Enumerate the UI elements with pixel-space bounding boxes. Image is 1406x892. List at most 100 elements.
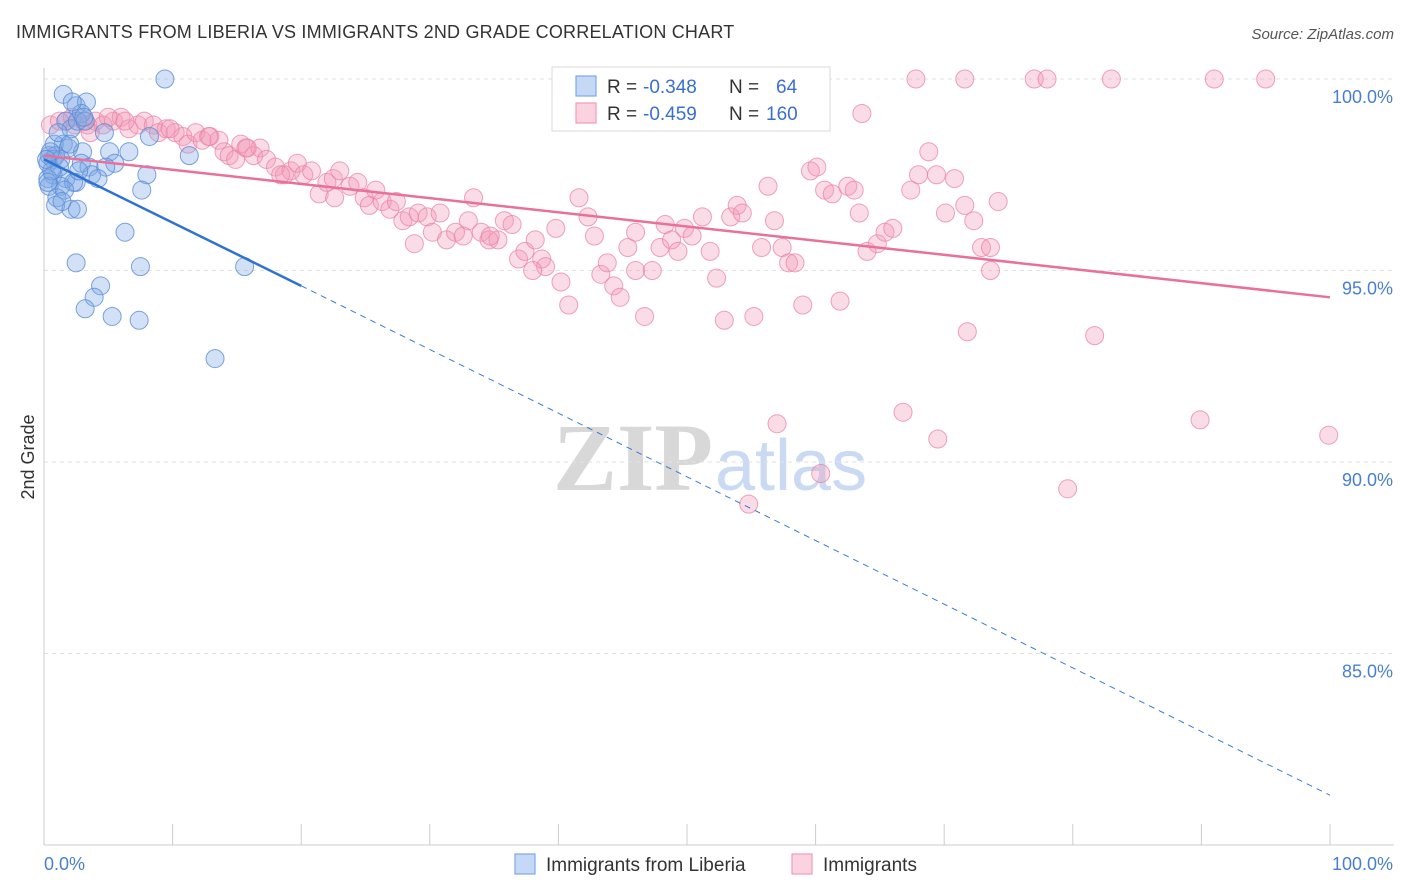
- immigrants-point: [908, 165, 928, 185]
- liberia-point: [51, 176, 71, 196]
- legend-r-label-1: R =: [607, 77, 637, 98]
- immigrants-point: [732, 203, 752, 223]
- immigrants-point: [386, 192, 406, 212]
- gridlines: [44, 78, 1394, 654]
- immigrants-point: [785, 253, 805, 273]
- immigrants-point: [650, 238, 670, 258]
- x-tick-label-max: 100.0%: [1332, 854, 1393, 874]
- immigrants-point: [453, 226, 473, 246]
- liberia-point: [115, 222, 135, 242]
- x-axis-ticks: [43, 824, 1331, 845]
- immigrants-point: [957, 322, 977, 342]
- immigrants-point: [935, 203, 955, 223]
- source-text: Source: ZipAtlas.com: [1251, 26, 1394, 43]
- immigrants-point: [199, 126, 219, 146]
- immigrants-point: [502, 215, 522, 235]
- immigrants-trend-line: [43, 154, 1331, 299]
- liberia-point: [38, 172, 58, 192]
- liberia-point: [129, 310, 149, 330]
- immigrants-point: [926, 165, 946, 185]
- immigrants-point: [626, 261, 646, 280]
- immigrants-point: [1256, 69, 1276, 89]
- immigrants-point: [830, 291, 850, 311]
- liberia-point: [100, 142, 120, 162]
- immigrants-point: [668, 241, 688, 261]
- immigrants-point: [692, 207, 712, 227]
- y-axis-label: 2nd Grade: [18, 414, 38, 499]
- liberia-series: [37, 69, 255, 369]
- y-tick-label: 90.0%: [1342, 470, 1393, 490]
- legend-r-label-2: R =: [607, 104, 637, 125]
- liberia-point: [91, 276, 111, 296]
- immigrants-point: [404, 234, 424, 254]
- immigrants-point: [244, 146, 264, 166]
- immigrants-point: [1058, 479, 1078, 499]
- immigrants-point: [604, 276, 624, 296]
- immigrants-point: [301, 161, 321, 181]
- immigrants-point: [752, 238, 772, 258]
- liberia-point: [62, 92, 82, 112]
- legend-swatch-liberia: [575, 75, 597, 97]
- legend-n-label-2: N =: [729, 104, 759, 125]
- immigrants-point: [458, 211, 478, 231]
- immigrants-point: [906, 69, 926, 89]
- immigrants-point: [764, 211, 784, 231]
- immigrants-point: [115, 111, 135, 131]
- immigrants-point: [546, 218, 566, 238]
- immigrants-point: [591, 264, 611, 284]
- liberia-trend-line: [43, 158, 302, 287]
- immigrants-point: [980, 238, 1000, 258]
- liberia-point: [132, 180, 152, 200]
- immigrants-point: [901, 180, 921, 200]
- immigrants-point: [779, 253, 799, 273]
- liberia-point: [130, 257, 150, 277]
- immigrants-point: [714, 310, 734, 330]
- bottom-legend-swatch-immigrants: [791, 853, 813, 875]
- immigrants-point: [237, 138, 257, 158]
- bottom-legend-swatch-liberia: [514, 853, 536, 875]
- immigrants-point: [635, 306, 655, 326]
- immigrants-point: [767, 414, 787, 434]
- immigrants-point: [160, 119, 180, 139]
- immigrants-point: [584, 226, 604, 246]
- liberia-point: [139, 126, 159, 146]
- immigrants-point: [980, 261, 1000, 280]
- immigrants-point: [214, 142, 234, 162]
- liberia-point: [48, 123, 68, 143]
- y-tick-labels: 100.0% 95.0% 90.0% 85.0%: [1332, 87, 1393, 682]
- immigrants-point: [417, 207, 437, 227]
- immigrants-point: [919, 142, 939, 162]
- immigrants-point: [186, 123, 206, 143]
- immigrants-point: [707, 268, 727, 288]
- immigrants-point: [430, 203, 450, 223]
- immigrants-point: [380, 199, 400, 219]
- bottom-legend-label-liberia: Immigrants from Liberia: [546, 855, 746, 876]
- immigrants-point: [569, 188, 589, 208]
- immigrants-point: [330, 161, 350, 181]
- liberia-point: [76, 92, 96, 112]
- immigrants-point: [852, 103, 872, 123]
- immigrants-point: [610, 287, 630, 307]
- immigrants-point: [1037, 69, 1057, 89]
- immigrants-point: [849, 203, 869, 223]
- immigrants-point: [700, 241, 720, 261]
- liberia-trend-extension: [300, 285, 1331, 796]
- legend-n-label-1: N =: [729, 77, 759, 98]
- immigrants-point: [744, 306, 764, 326]
- series-legend: Immigrants from Liberia Immigrants: [514, 853, 917, 876]
- immigrants-point: [597, 253, 617, 273]
- immigrants-point: [822, 184, 842, 204]
- y-tick-label: 95.0%: [1342, 279, 1393, 299]
- immigrants-point: [281, 161, 301, 181]
- immigrants-point: [988, 192, 1008, 212]
- immigrants-point: [509, 249, 529, 269]
- liberia-point: [179, 146, 199, 166]
- immigrants-point: [944, 169, 964, 189]
- immigrants-point: [682, 226, 702, 246]
- immigrants-point: [811, 463, 831, 483]
- immigrants-point: [964, 211, 984, 231]
- y-tick-label: 85.0%: [1342, 662, 1393, 682]
- immigrants-point: [325, 188, 345, 208]
- immigrants-point: [807, 157, 827, 177]
